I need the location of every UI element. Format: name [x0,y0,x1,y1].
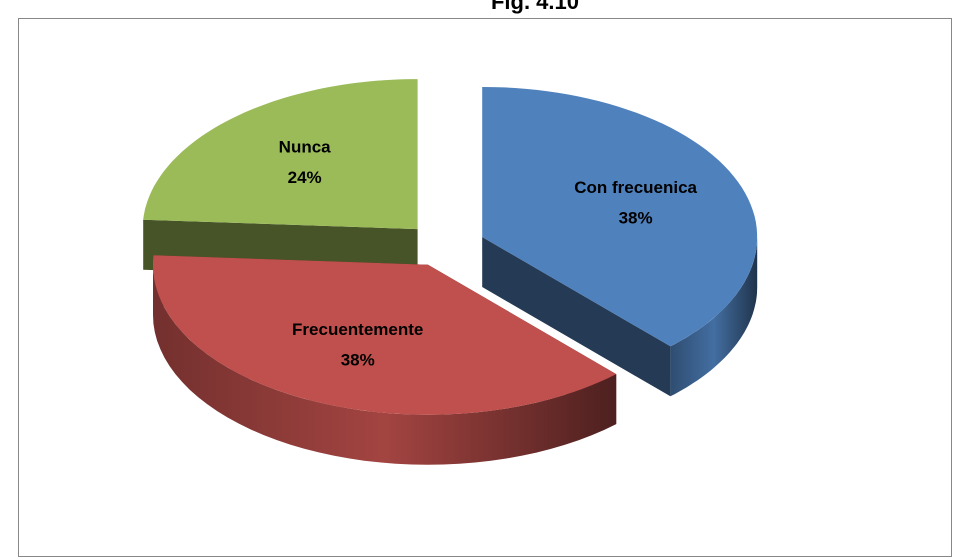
value-label: 38% [619,208,653,227]
slice-label: Con frecuenica [574,178,697,197]
label-line: Frecuentemente [292,321,423,340]
label-line: Nunca [279,138,332,157]
slice-wall [153,264,617,465]
labels: Con frecuenica 38% Frecuentemente 38% Nunca 2… [279,138,698,370]
chart-title: Fig. 4.10 [491,0,579,14]
slice [482,87,758,347]
slice-wall [670,237,758,397]
label-line: Con frecuenica [574,178,697,197]
slice-label: Frecuentemente [292,321,423,340]
slice-side [482,237,671,397]
slice [143,79,418,230]
value-label: 38% [341,351,375,370]
pie [143,79,758,465]
value-label: 24% [288,168,322,187]
slice [153,255,617,415]
slice-label: Nunca [279,138,332,157]
